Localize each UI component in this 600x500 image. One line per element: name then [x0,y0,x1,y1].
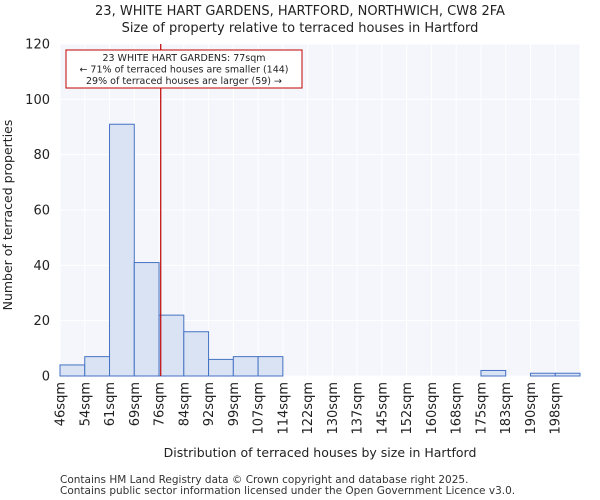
x-tick-label: 76sqm [153,382,168,426]
chart-subtitle: Size of property relative to terraced ho… [121,21,479,36]
histogram-bar [480,369,507,377]
x-tick-label: 137sqm [351,382,366,435]
x-tick-label: 190sqm [524,382,539,435]
y-tick-label: 0 [42,370,50,385]
x-axis-label: Distribution of terraced houses by size … [164,445,477,460]
footer-copyright: Contains HM Land Registry data © Crown c… [60,474,469,486]
x-tick-label: 145sqm [375,382,390,435]
histogram-bar [529,372,556,377]
annotation-box [65,49,303,89]
x-tick-label: 168sqm [450,382,465,435]
x-tick-label: 99sqm [227,382,242,426]
x-tick-label: 122sqm [301,382,316,435]
y-tick-label: 100 [25,93,50,108]
footer-licence: Contains public sector information licen… [60,485,516,497]
histogram-bar [133,262,160,377]
histogram-bar [232,356,259,377]
x-tick-label: 183sqm [499,382,514,435]
x-tick-label: 92sqm [202,382,217,426]
x-tick-label: 107sqm [252,382,267,435]
annotation-line: ← 71% of terraced houses are smaller (14… [79,65,288,76]
histogram-bar [208,358,234,377]
y-tick-label: 60 [33,204,50,219]
x-tick-label: 160sqm [425,382,440,435]
x-tick-label: 54sqm [78,382,93,426]
y-tick-label: 80 [33,148,50,163]
y-tick-label: 120 [25,38,50,53]
x-tick-label: 130sqm [326,382,341,435]
annotation-line: 29% of terraced houses are larger (59) → [86,76,282,87]
x-tick-label: 198sqm [549,382,564,435]
x-tick-label: 84sqm [177,382,192,426]
chart-title: 23, WHITE HART GARDENS, HARTFORD, NORTHW… [95,4,505,19]
x-tick-label: 69sqm [128,382,143,426]
histogram-bar [109,123,135,377]
x-tick-label: 152sqm [400,382,415,435]
annotation-line: 23 WHITE HART GARDENS: 77sqm [102,53,265,64]
x-tick-label: 46sqm [54,382,69,426]
y-tick-label: 20 [33,314,50,329]
histogram-bar [59,364,86,377]
histogram-bar [183,331,210,377]
histogram-bar [257,356,284,377]
x-tick-label: 175sqm [474,382,489,435]
y-axis-label: Number of terraced properties [0,120,15,311]
histogram-bar [84,356,111,377]
histogram-bar [158,314,185,377]
x-tick-label: 61sqm [103,382,118,426]
histogram-bar [554,372,581,377]
x-tick-label: 114sqm [276,382,291,435]
y-tick-label: 40 [33,259,50,274]
